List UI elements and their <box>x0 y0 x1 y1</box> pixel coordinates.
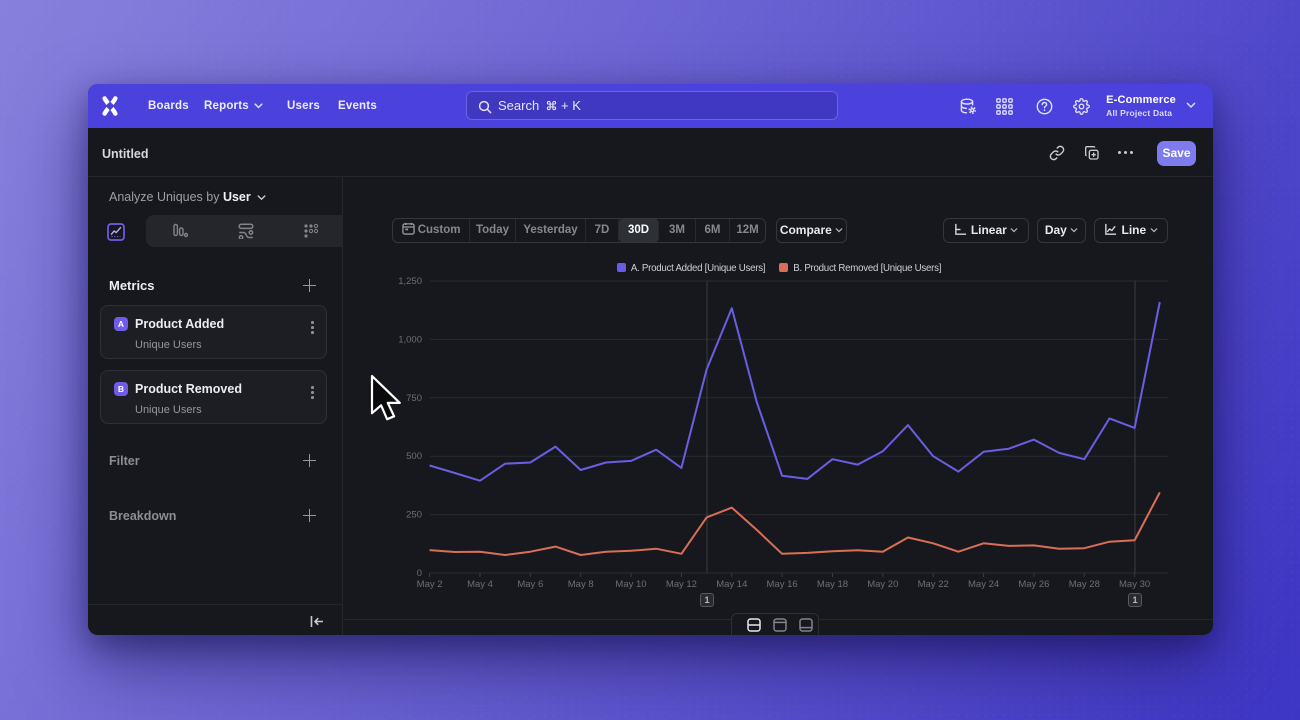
svg-text:500: 500 <box>406 451 422 462</box>
svg-text:May 28: May 28 <box>1069 579 1100 590</box>
svg-text:May 26: May 26 <box>1018 579 1049 590</box>
svg-text:May 10: May 10 <box>615 579 646 590</box>
svg-text:May 6: May 6 <box>517 579 543 590</box>
svg-text:May 4: May 4 <box>467 579 493 590</box>
svg-text:May 12: May 12 <box>666 579 697 590</box>
svg-text:May 14: May 14 <box>716 579 747 590</box>
svg-text:250: 250 <box>406 510 422 521</box>
svg-text:May 22: May 22 <box>918 579 949 590</box>
svg-text:May 16: May 16 <box>767 579 798 590</box>
svg-text:1,250: 1,250 <box>398 276 422 287</box>
svg-text:May 30: May 30 <box>1119 579 1150 590</box>
svg-text:May 24: May 24 <box>968 579 999 590</box>
svg-text:1,000: 1,000 <box>398 334 422 345</box>
svg-text:May 2: May 2 <box>417 579 443 590</box>
svg-text:750: 750 <box>406 393 422 404</box>
svg-text:0: 0 <box>417 568 422 579</box>
svg-text:May 8: May 8 <box>568 579 594 590</box>
svg-text:May 20: May 20 <box>867 579 898 590</box>
svg-text:May 18: May 18 <box>817 579 848 590</box>
